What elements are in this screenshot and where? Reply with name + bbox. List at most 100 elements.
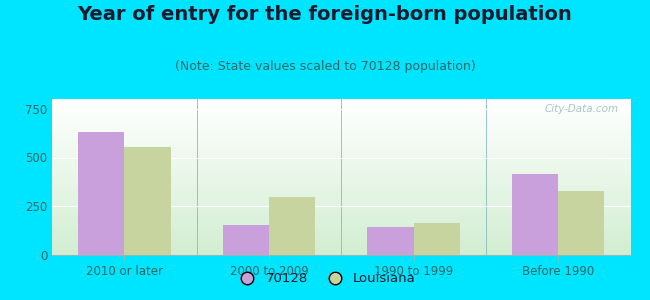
Bar (52, 116, 630, 118)
Bar (52, 233, 630, 235)
Bar (52, 171, 630, 172)
Bar (52, 254, 630, 255)
Bar (52, 200, 630, 202)
Bar (223, 225, 269, 255)
Bar (52, 129, 630, 130)
Bar (52, 225, 630, 227)
Bar (52, 191, 630, 193)
Bar (52, 190, 630, 191)
Bar (52, 144, 630, 146)
Bar (52, 183, 630, 185)
Bar (52, 140, 630, 141)
Bar (52, 205, 630, 207)
Bar (52, 105, 630, 107)
Bar (52, 172, 630, 174)
Bar (52, 230, 630, 232)
Bar (52, 241, 630, 242)
Bar (52, 166, 630, 168)
Bar (52, 151, 630, 152)
Bar (52, 119, 630, 121)
Bar (52, 168, 630, 169)
Legend: 70128, Louisiana: 70128, Louisiana (229, 267, 421, 290)
Bar (52, 174, 630, 176)
Bar (52, 236, 630, 238)
Bar (52, 199, 630, 200)
Bar (52, 108, 630, 110)
Bar (52, 133, 630, 135)
Bar (52, 185, 630, 186)
Text: City-Data.com: City-Data.com (545, 104, 619, 114)
Bar (52, 244, 630, 246)
Bar (52, 250, 630, 252)
Bar (52, 222, 630, 224)
Bar (52, 100, 630, 102)
Bar (52, 160, 630, 161)
Bar (52, 188, 630, 190)
Bar (52, 186, 630, 188)
Bar (52, 125, 630, 127)
Bar (52, 154, 630, 155)
Bar (52, 235, 630, 236)
Text: Year of entry for the foreign-born population: Year of entry for the foreign-born popul… (77, 4, 573, 23)
Bar (52, 252, 630, 254)
Bar (52, 163, 630, 164)
Bar (52, 178, 630, 180)
Bar (52, 242, 630, 244)
Bar (52, 227, 630, 229)
Bar (124, 147, 170, 255)
Bar (52, 115, 630, 116)
Bar (52, 214, 630, 216)
Bar (78, 132, 124, 255)
Bar (512, 174, 558, 255)
Bar (52, 102, 630, 104)
Bar (413, 223, 460, 255)
Bar (52, 124, 630, 125)
Bar (52, 132, 630, 133)
Bar (52, 127, 630, 129)
Bar (52, 135, 630, 136)
Bar (52, 176, 630, 177)
Bar (52, 232, 630, 233)
Bar (52, 146, 630, 147)
Bar (52, 207, 630, 208)
Bar (52, 202, 630, 203)
Bar (52, 161, 630, 163)
Bar (52, 121, 630, 122)
Bar (52, 249, 630, 250)
Bar (52, 218, 630, 219)
Bar (52, 149, 630, 151)
Bar (52, 113, 630, 115)
Bar (52, 122, 630, 124)
Bar (52, 213, 630, 214)
Bar (52, 112, 630, 113)
Bar (52, 210, 630, 211)
Bar (52, 219, 630, 221)
Bar (269, 197, 315, 255)
Bar (52, 130, 630, 132)
Bar (52, 147, 630, 149)
Bar (52, 194, 630, 196)
Bar (52, 229, 630, 230)
Bar (52, 182, 630, 183)
Bar (52, 246, 630, 247)
Bar (367, 227, 413, 255)
Bar (52, 239, 630, 241)
Bar (52, 180, 630, 182)
Bar (52, 169, 630, 171)
Bar (52, 136, 630, 138)
Bar (52, 143, 630, 144)
Bar (52, 203, 630, 205)
Bar (52, 247, 630, 249)
Bar (558, 191, 605, 255)
Bar (52, 197, 630, 199)
Bar (52, 99, 630, 100)
Text: (Note: State values scaled to 70128 population): (Note: State values scaled to 70128 popu… (175, 60, 475, 73)
Bar (52, 118, 630, 119)
Bar (52, 224, 630, 225)
Bar (52, 164, 630, 166)
Bar (52, 211, 630, 213)
Bar (52, 196, 630, 197)
Bar (52, 104, 630, 105)
Bar (52, 238, 630, 239)
Bar (52, 221, 630, 222)
